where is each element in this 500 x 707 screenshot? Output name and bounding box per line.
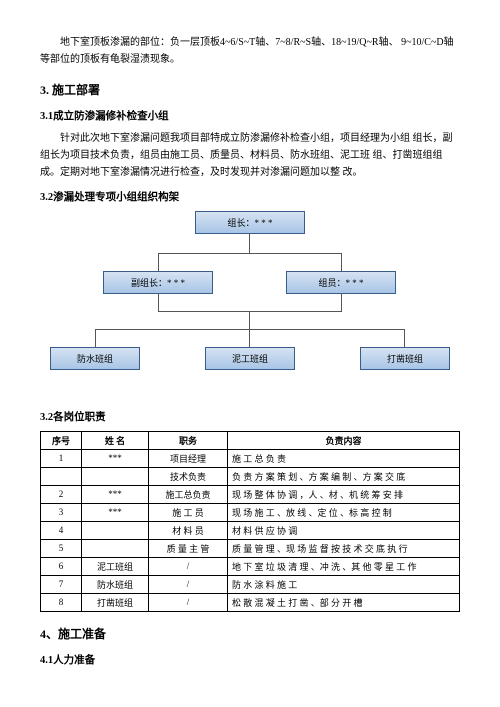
jobs-table: 序号 姓 名 职务 负责内容 1***项目经理施 工 总 负 责技术负责负 责 …	[40, 431, 460, 612]
section31-body: 针对此次地下室渗漏问题我项目部特成立防渗漏修补检查小组，项目经理为小组 组长，副…	[40, 130, 460, 181]
table-cell: ***	[82, 449, 149, 467]
table-title: 3.2各岗位职责	[40, 409, 460, 427]
org-node-vice: 副组长：* * *	[103, 271, 213, 294]
section31-title: 3.1成立防渗漏修补检查小组	[40, 108, 460, 126]
table-row: 1***项目经理施 工 总 负 责	[41, 449, 460, 467]
table-cell: 打凿班组	[82, 593, 149, 611]
table-row: 6泥工班组/地 下 室 垃 圾 清 理 、冲 洗 、其 他 零 星 工 作	[41, 557, 460, 575]
org-node-leader: 组长：* * *	[195, 211, 305, 234]
table-cell: 防水班组	[82, 575, 149, 593]
table-cell: 4	[41, 521, 82, 539]
table-cell: 3	[41, 503, 82, 521]
table-cell	[41, 467, 82, 485]
table-cell: 5	[41, 539, 82, 557]
table-cell: 7	[41, 575, 82, 593]
col-name: 姓 名	[82, 431, 149, 449]
table-cell: 材 料 员	[149, 521, 228, 539]
table-cell: 技术负责	[149, 467, 228, 485]
table-cell: /	[149, 575, 228, 593]
col-duty: 负责内容	[228, 431, 460, 449]
table-row: 8打凿班组/松 散 混 凝 土 打 凿 、部 分 开 槽	[41, 593, 460, 611]
table-row: 2***施工总负责现 场 整 体 协 调 ，人 、材 、机 统 筹 安 排	[41, 485, 460, 503]
table-row: 7防水班组/防 水 涂 料 施 工	[41, 575, 460, 593]
org-node-member: 组员：* * *	[286, 271, 396, 294]
table-cell: 8	[41, 593, 82, 611]
table-cell: 施 工 员	[149, 503, 228, 521]
table-cell: 质 量 管 理 、现 场 监 督 按 技 术 交 底 执 行	[228, 539, 460, 557]
col-job: 职务	[149, 431, 228, 449]
org-node-chisel: 打凿班组	[360, 347, 450, 370]
table-cell	[82, 521, 149, 539]
col-seq: 序号	[41, 431, 82, 449]
table-cell: 项目经理	[149, 449, 228, 467]
table-cell: 负 责 方 案 策 划 、方 案 编 制 、方 案 交 底	[228, 467, 460, 485]
table-cell: /	[149, 557, 228, 575]
org-node-mud: 泥工班组	[205, 347, 295, 370]
table-cell: 2	[41, 485, 82, 503]
section32-title: 3.2渗漏处理专项小组组织构架	[40, 189, 460, 207]
table-cell: 泥工班组	[82, 557, 149, 575]
table-row: 5 质 量 主 管质 量 管 理 、现 场 监 督 按 技 术 交 底 执 行	[41, 539, 460, 557]
table-row: 4 材 料 员材 料 供 应 协 调	[41, 521, 460, 539]
table-cell: 质 量 主 管	[149, 539, 228, 557]
org-node-waterproof: 防水班组	[50, 347, 140, 370]
table-cell: 现 场 整 体 协 调 ，人 、材 、机 统 筹 安 排	[228, 485, 460, 503]
table-cell: 施 工 总 负 责	[228, 449, 460, 467]
table-cell: 6	[41, 557, 82, 575]
section4-title: 4、施工准备	[40, 624, 460, 644]
table-cell: 1	[41, 449, 82, 467]
table-cell: ***	[82, 485, 149, 503]
intro-paragraph: 地下室顶板渗漏的部位：负一层顶板4~6/S~T轴、7~8/R~S轴、18~19/…	[40, 34, 460, 68]
table-cell: ***	[82, 503, 149, 521]
section3-title: 3. 施工部署	[40, 80, 460, 100]
table-header-row: 序号 姓 名 职务 负责内容	[41, 431, 460, 449]
table-cell	[82, 467, 149, 485]
section41-title: 4.1人力准备	[40, 652, 460, 670]
table-cell: 松 散 混 凝 土 打 凿 、部 分 开 槽	[228, 593, 460, 611]
table-cell: 地 下 室 垃 圾 清 理 、冲 洗 、其 他 零 星 工 作	[228, 557, 460, 575]
table-cell: 施工总负责	[149, 485, 228, 503]
table-cell: 材 料 供 应 协 调	[228, 521, 460, 539]
table-cell	[82, 539, 149, 557]
org-chart: 组长：* * * 副组长：* * * 组员：* * * 防水班组 泥工班组 打凿…	[40, 211, 460, 401]
table-cell: 防 水 涂 料 施 工	[228, 575, 460, 593]
table-row: 技术负责负 责 方 案 策 划 、方 案 编 制 、方 案 交 底	[41, 467, 460, 485]
table-cell: /	[149, 593, 228, 611]
table-row: 3***施 工 员现 场 施 工 、放 线 、定 位 、标 高 控 制	[41, 503, 460, 521]
table-cell: 现 场 施 工 、放 线 、定 位 、标 高 控 制	[228, 503, 460, 521]
